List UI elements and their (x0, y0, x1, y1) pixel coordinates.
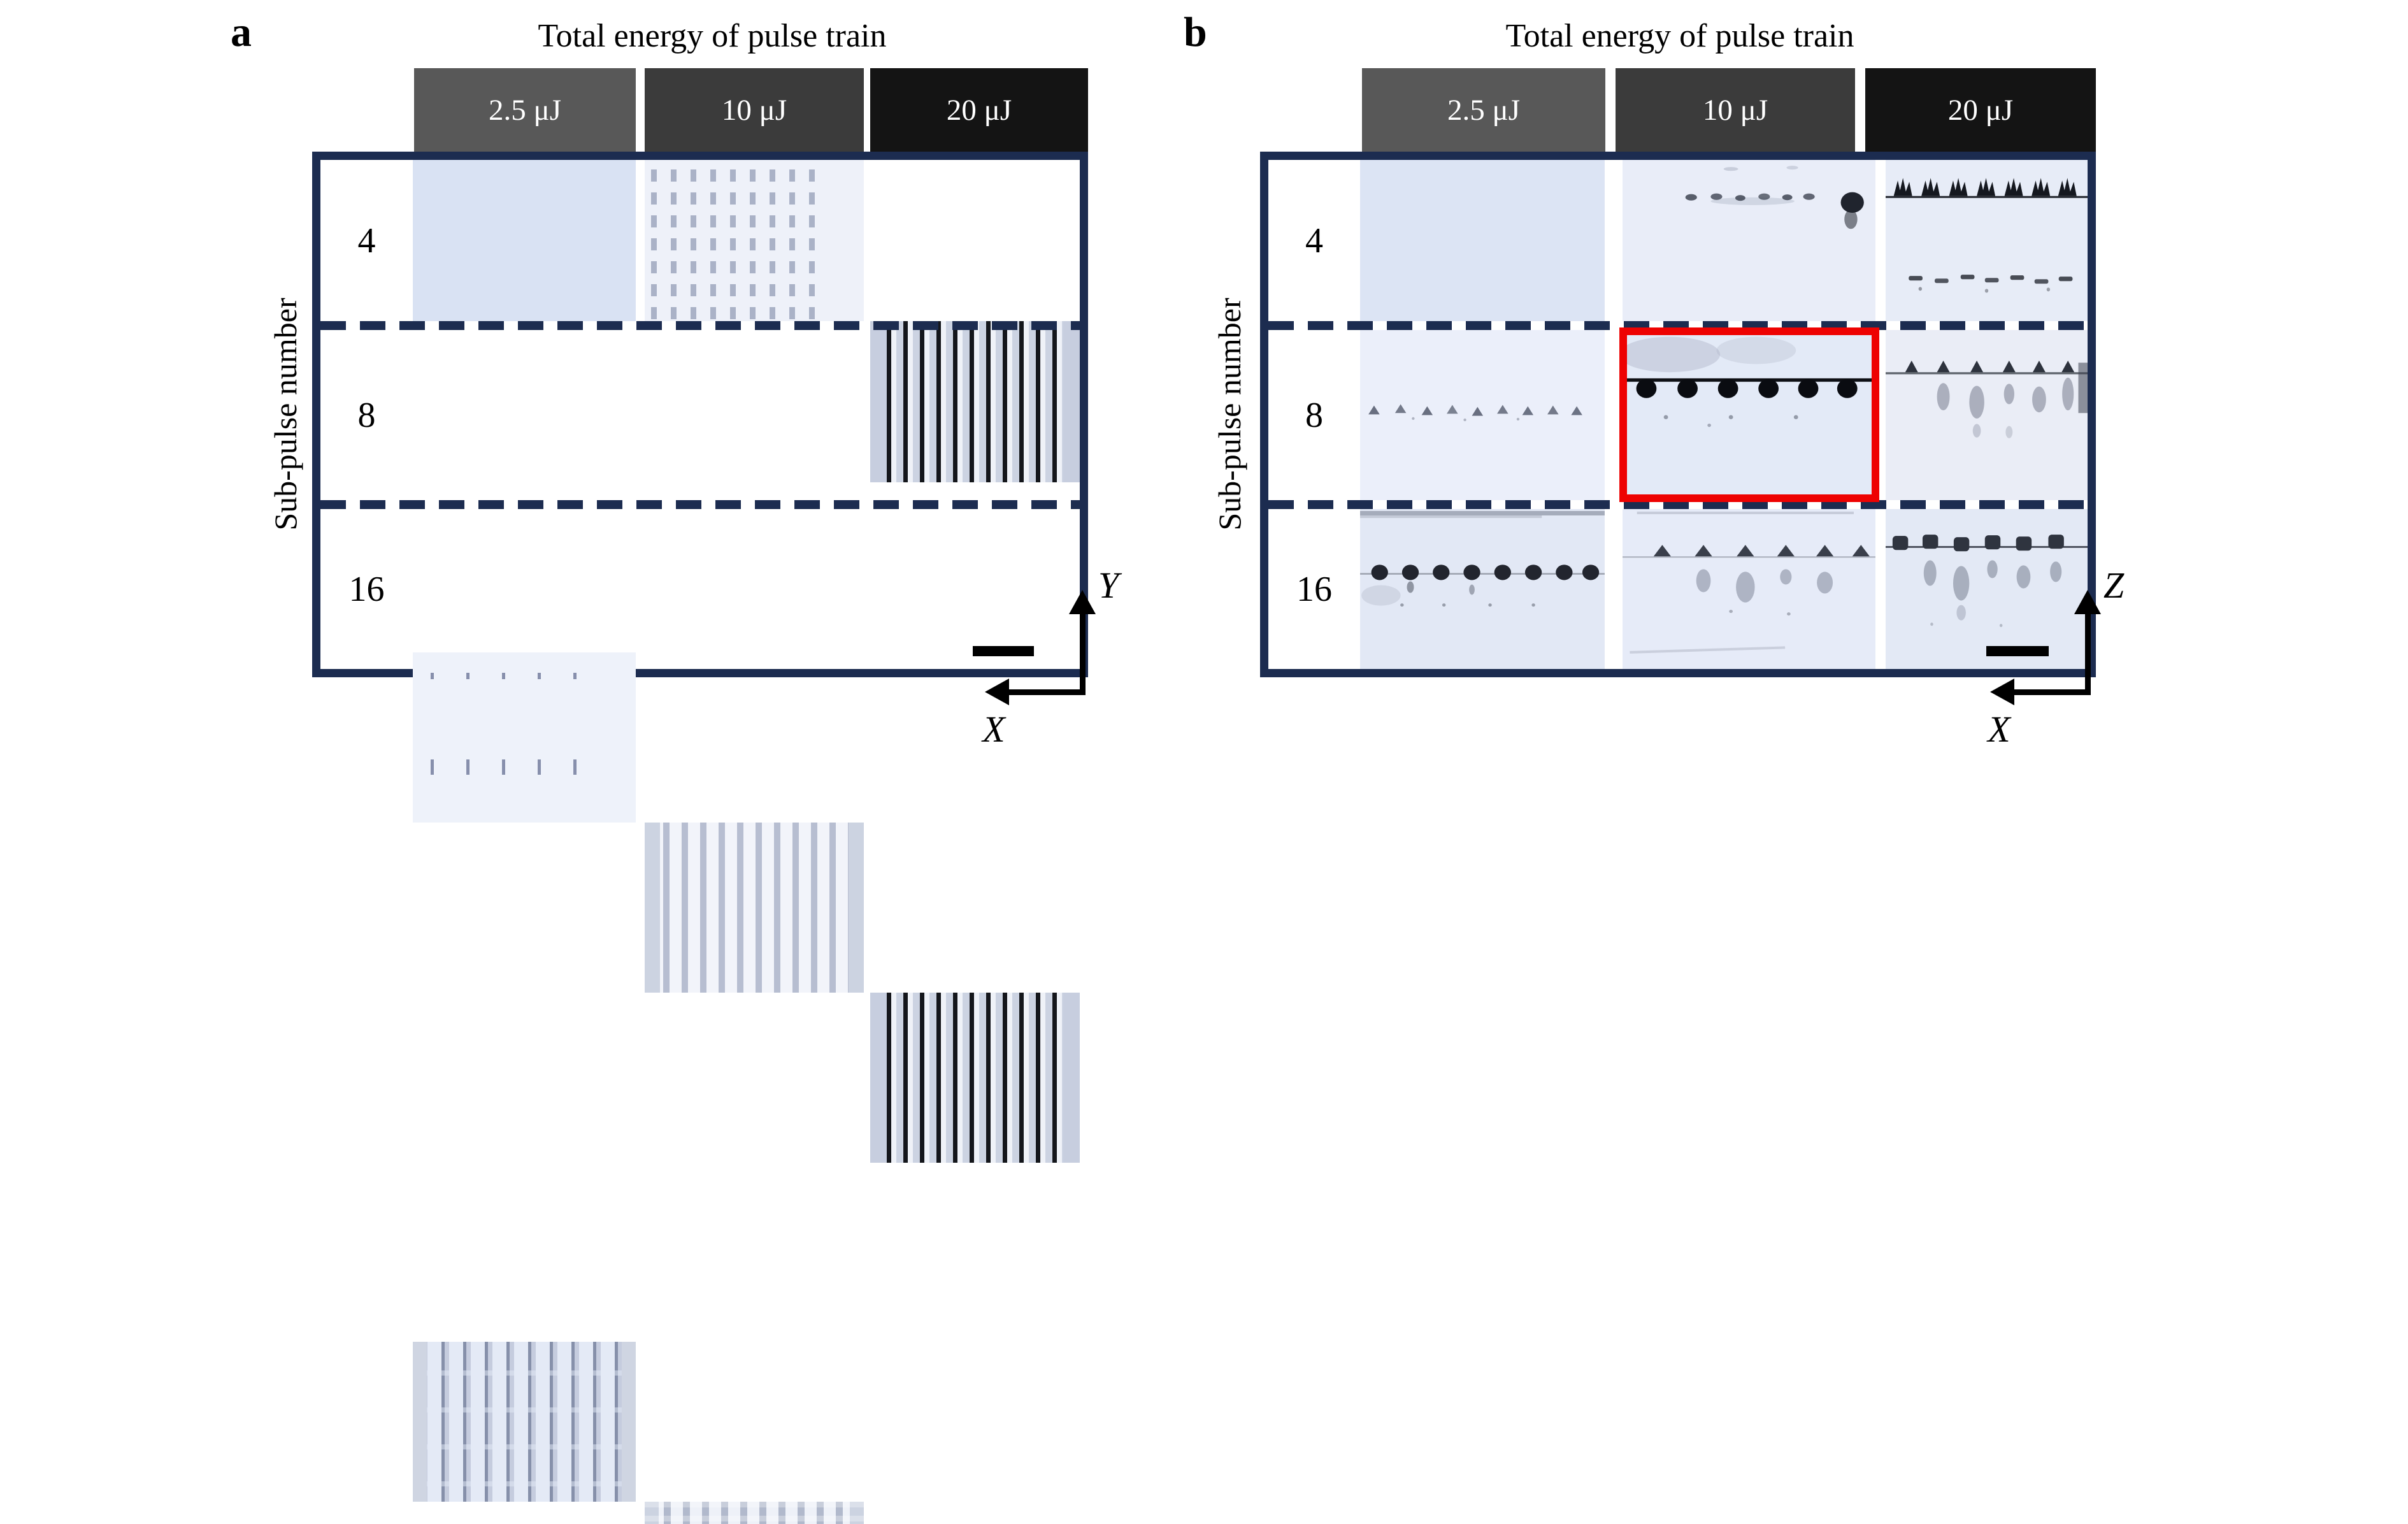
panel-a-row-separator-2 (320, 500, 1080, 509)
panel-a-column-header-20uJ: 20 μJ (870, 68, 1088, 152)
panel-a-title: Total energy of pulse train (538, 18, 887, 54)
micrograph-marks (1623, 512, 1875, 654)
panel-a-micrograph-4-2.5uJ (413, 160, 636, 321)
panel-b-micrograph-4-2.5uJ (1360, 160, 1605, 321)
panel-b-title: Total energy of pulse train (1505, 18, 1854, 54)
panel-a-column-header-2.5uJ: 2.5 μJ (414, 68, 636, 152)
panel-a-y-axis-line (1080, 613, 1086, 694)
panel-a-micrograph-8-2.5uJ (413, 652, 636, 823)
panel-b-column-header-10uJ: 10 μJ (1616, 68, 1855, 152)
panel-a-micrograph-4-10uJ (645, 160, 864, 321)
panel-b-micrograph-16-10uJ (1623, 509, 1875, 669)
panel-b-micrograph-16-2.5uJ (1360, 509, 1605, 669)
panel-b-x-axis-label: X (1988, 708, 2010, 750)
panel-a-x-axis-arrow-icon (985, 679, 1009, 705)
panel-b-scale-bar (1986, 646, 2049, 656)
panel-b-micrograph-4-10uJ (1623, 160, 1875, 321)
panel-a-x-axis-line (1009, 689, 1086, 695)
micrograph-marks (1685, 166, 1864, 229)
micrograph-marks (1368, 404, 1582, 422)
panel-b-label: b (1184, 9, 1207, 55)
panel-b-micrograph-8-2.5uJ (1360, 330, 1605, 500)
panel-b-row-label-8: 8 (1305, 395, 1323, 435)
panel-b-column-header-2.5uJ: 2.5 μJ (1362, 68, 1605, 152)
panel-a-column-header-10uJ: 10 μJ (645, 68, 864, 152)
panel-a-micrograph-4-20uJ (870, 321, 1080, 482)
panel-a-row-axis-label: Sub-pulse number (268, 298, 303, 531)
micrograph-marks (1886, 361, 2088, 438)
panel-a-row-label-8: 8 (357, 395, 376, 435)
panel-b-z-axis-line (2085, 613, 2091, 694)
panel-b-grid: 4 8 16 (1260, 152, 2096, 677)
panel-a-y-axis-label: Y (1098, 564, 1119, 606)
figure-page: { "figure": { "panels": { "a": { "label"… (0, 0, 2408, 762)
panel-b-column-header-20uJ: 20 μJ (1865, 68, 2096, 152)
panel-b-row-axis-label: Sub-pulse number (1212, 298, 1247, 531)
panel-b-z-axis-label: Z (2103, 564, 2125, 606)
panel-b-z-axis-arrow-icon (2074, 590, 2101, 614)
panel-b-x-axis-line (2014, 689, 2091, 695)
micrograph-marks (1886, 178, 2088, 293)
panel-a-row-label-16: 16 (348, 569, 385, 609)
panel-b-row-label-16: 16 (1296, 569, 1332, 609)
panel-b-x-axis-arrow-icon (1990, 679, 2014, 705)
panel-a-micrograph-16-10uJ (645, 1502, 864, 1524)
panel-a-micrograph-8-10uJ (645, 823, 864, 993)
micrograph-marks (1360, 511, 1605, 607)
panel-b-row-label-4: 4 (1305, 220, 1323, 261)
panel-b-micrograph-4-20uJ (1886, 160, 2088, 321)
panel-b-row-separator-1 (1268, 321, 2088, 330)
panel-a-micrograph-16-2.5uJ (413, 1342, 636, 1502)
micrograph-marks (1886, 535, 2088, 628)
panel-b-micrograph-8-10uJ (1623, 330, 1875, 500)
panel-b-row-separator-2 (1268, 500, 2088, 509)
panel-b-micrograph-8-20uJ (1886, 330, 2088, 500)
panel-a-label: a (231, 9, 252, 55)
panel-a-row-separator-1 (320, 321, 1080, 330)
panel-a-grid: 4 8 16 (312, 152, 1088, 1524)
panel-a-row-label-4: 4 (357, 220, 376, 261)
micrograph-marks (1623, 336, 1875, 428)
panel-a-x-axis-label: X (982, 708, 1005, 750)
panel-a-micrograph-8-20uJ (870, 993, 1080, 1163)
panel-a-y-axis-arrow-icon (1069, 590, 1096, 614)
panel-b-highlight-box (1619, 327, 1879, 502)
panel-a-scale-bar (973, 646, 1034, 656)
panel-b-micrograph-16-20uJ (1886, 509, 2088, 669)
